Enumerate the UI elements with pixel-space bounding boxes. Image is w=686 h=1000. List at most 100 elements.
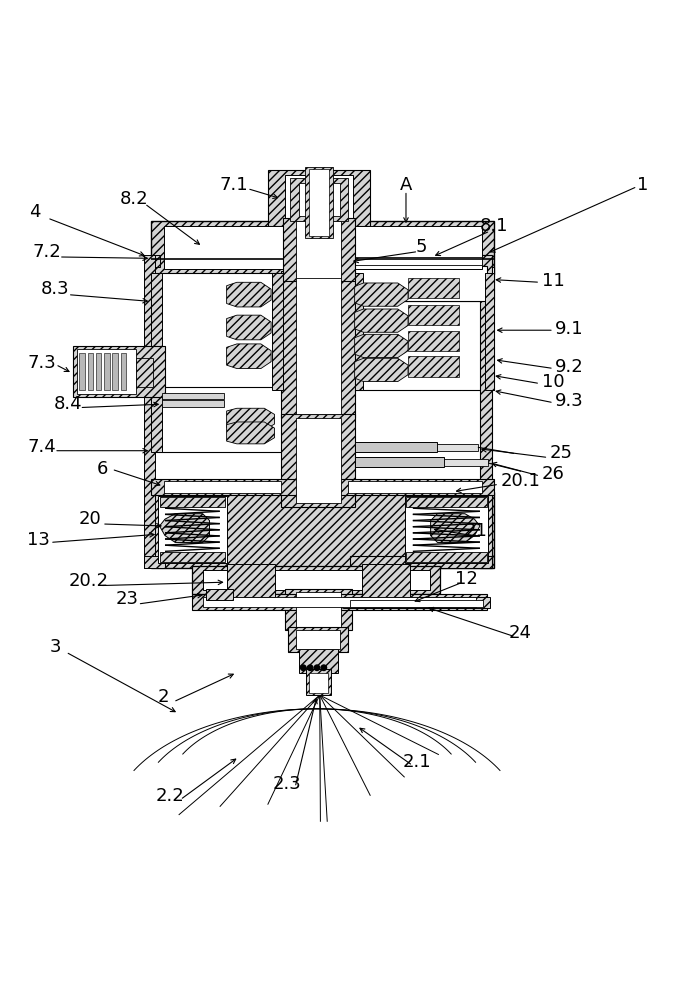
- Text: 9.3: 9.3: [555, 392, 584, 410]
- Bar: [152, 492, 494, 568]
- Text: 7.2: 7.2: [33, 243, 62, 261]
- Bar: [355, 267, 494, 301]
- Bar: [202, 597, 477, 607]
- Bar: [305, 167, 333, 238]
- Bar: [96, 353, 102, 390]
- Bar: [408, 331, 460, 351]
- Bar: [350, 600, 484, 607]
- Text: 8.3: 8.3: [41, 280, 70, 298]
- Text: 7.1: 7.1: [219, 176, 248, 194]
- Circle shape: [300, 665, 306, 670]
- Bar: [152, 479, 494, 495]
- Bar: [444, 459, 488, 466]
- Bar: [150, 255, 161, 267]
- Bar: [152, 273, 162, 390]
- Text: 8.2: 8.2: [120, 190, 148, 208]
- Bar: [164, 481, 281, 493]
- Polygon shape: [226, 282, 271, 307]
- Polygon shape: [226, 344, 271, 369]
- Bar: [121, 353, 126, 390]
- Bar: [192, 566, 440, 594]
- Bar: [283, 218, 355, 281]
- Text: 11: 11: [541, 272, 565, 290]
- Text: 2: 2: [158, 688, 169, 706]
- Bar: [408, 356, 460, 377]
- Text: 13: 13: [27, 531, 50, 549]
- Text: 2.2: 2.2: [156, 787, 185, 805]
- Text: 26: 26: [541, 465, 565, 483]
- Circle shape: [307, 665, 313, 670]
- Bar: [206, 589, 233, 600]
- Bar: [309, 169, 329, 236]
- Bar: [348, 226, 482, 269]
- Polygon shape: [355, 283, 408, 306]
- Bar: [145, 556, 165, 568]
- Bar: [348, 481, 482, 493]
- Polygon shape: [355, 358, 408, 382]
- Bar: [226, 564, 274, 597]
- Bar: [158, 496, 226, 563]
- Bar: [486, 273, 494, 390]
- Text: 9.2: 9.2: [555, 358, 584, 376]
- Text: 20.2: 20.2: [69, 572, 108, 590]
- Text: 1: 1: [637, 176, 649, 194]
- Bar: [408, 278, 460, 298]
- Bar: [296, 418, 341, 503]
- Bar: [145, 255, 155, 568]
- Bar: [350, 266, 487, 301]
- Text: 8.4: 8.4: [54, 395, 82, 413]
- Text: 7.4: 7.4: [27, 438, 56, 456]
- Bar: [152, 221, 494, 274]
- Polygon shape: [431, 514, 480, 542]
- Text: 3: 3: [49, 638, 61, 656]
- Bar: [298, 649, 338, 673]
- Bar: [350, 556, 493, 568]
- Bar: [113, 353, 118, 390]
- Bar: [408, 305, 460, 325]
- Bar: [406, 497, 487, 507]
- Text: 6: 6: [96, 460, 108, 478]
- Text: 7.3: 7.3: [27, 354, 56, 372]
- Bar: [437, 444, 478, 451]
- Text: 20: 20: [78, 510, 101, 528]
- Bar: [73, 346, 165, 397]
- Text: 25: 25: [549, 444, 573, 462]
- Bar: [355, 273, 363, 390]
- Text: 12: 12: [455, 570, 477, 588]
- Bar: [288, 627, 348, 652]
- Text: 9.1: 9.1: [555, 320, 584, 338]
- Text: 8.1: 8.1: [480, 217, 508, 235]
- Bar: [163, 400, 224, 407]
- Bar: [350, 255, 487, 267]
- Bar: [152, 273, 283, 390]
- Bar: [309, 673, 328, 693]
- Text: 10: 10: [541, 373, 564, 391]
- Text: 2.3: 2.3: [272, 775, 301, 793]
- Bar: [164, 226, 283, 269]
- Bar: [192, 594, 487, 610]
- Bar: [88, 353, 93, 390]
- Bar: [296, 630, 340, 649]
- Bar: [296, 274, 341, 414]
- Polygon shape: [160, 514, 209, 542]
- Bar: [202, 570, 430, 590]
- Bar: [160, 552, 225, 562]
- Text: A: A: [400, 176, 412, 194]
- Bar: [285, 175, 353, 223]
- Bar: [355, 457, 444, 467]
- Text: 23: 23: [116, 590, 139, 608]
- Bar: [136, 358, 153, 387]
- Bar: [272, 273, 283, 390]
- Bar: [355, 257, 482, 265]
- Text: 21: 21: [465, 522, 488, 540]
- Polygon shape: [355, 309, 408, 332]
- Bar: [80, 353, 85, 390]
- Bar: [281, 414, 355, 507]
- Bar: [343, 597, 490, 608]
- Polygon shape: [226, 408, 274, 430]
- Bar: [355, 273, 494, 390]
- Text: 2.1: 2.1: [403, 753, 431, 771]
- Bar: [306, 669, 331, 695]
- Bar: [406, 552, 487, 562]
- Bar: [298, 183, 340, 216]
